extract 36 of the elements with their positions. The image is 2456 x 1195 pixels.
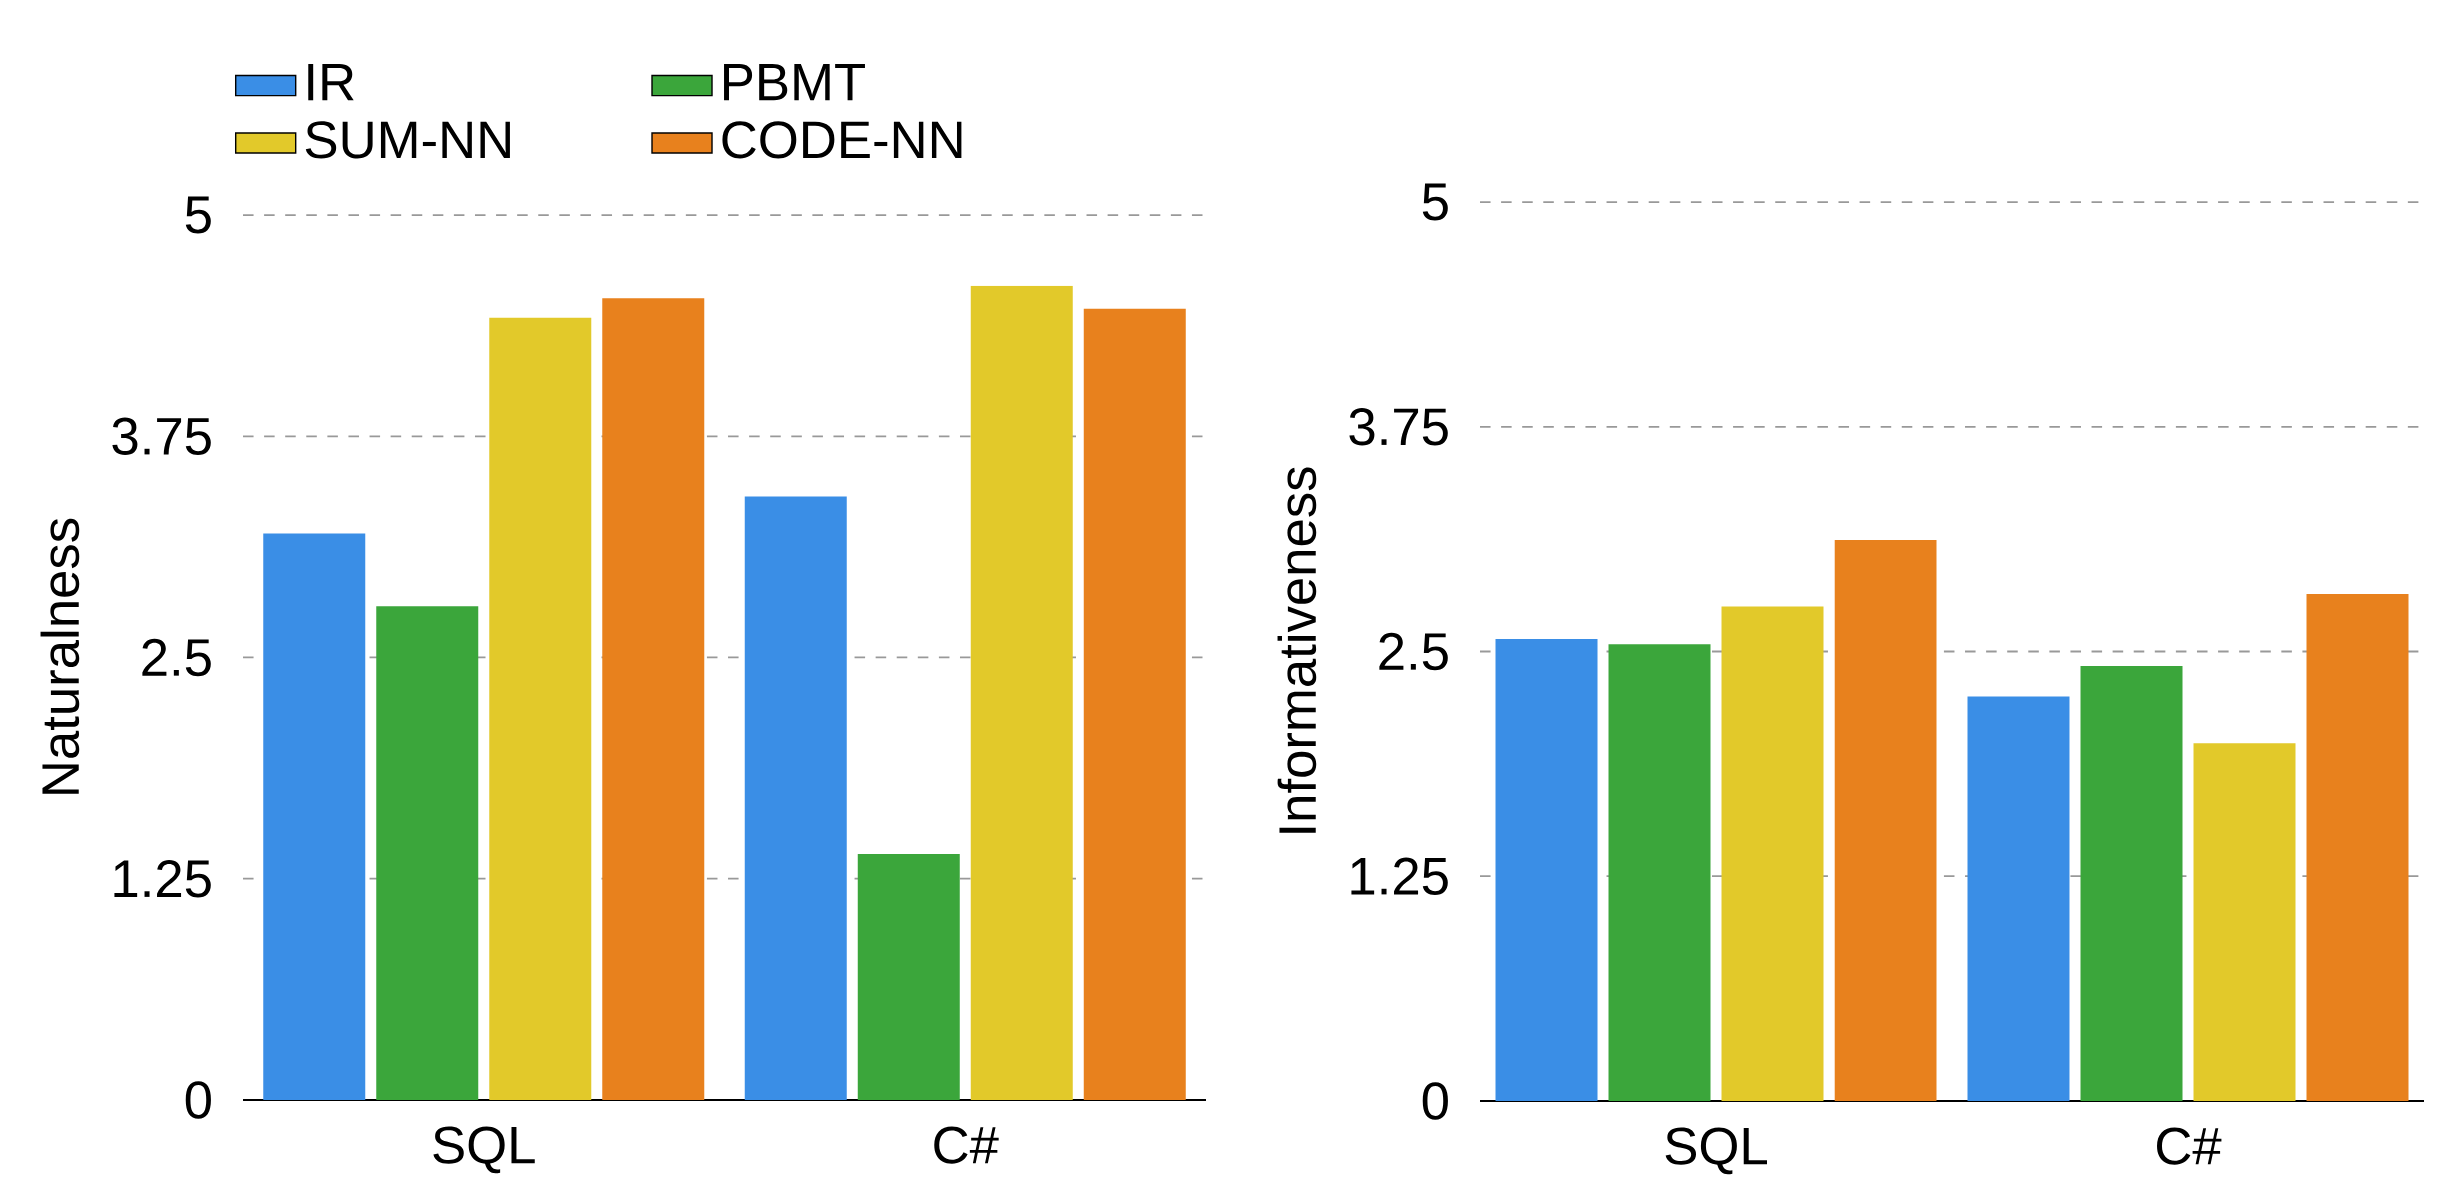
y-tick-label: 5 — [185, 196, 211, 234]
bar — [602, 298, 705, 1100]
bar — [857, 853, 960, 1100]
y-axis-title: Informativeness — [1277, 467, 1317, 833]
bar — [970, 285, 1073, 1100]
bar — [263, 533, 366, 1100]
y-tick-label: 3.75 — [112, 417, 211, 455]
bar — [1083, 308, 1186, 1100]
bar — [2306, 593, 2409, 1101]
x-tick-label: C# — [934, 1126, 999, 1164]
y-tick-label: 0 — [185, 1081, 211, 1119]
x-tick-label: C# — [2157, 1127, 2222, 1165]
x-tick-label: SQL — [433, 1126, 535, 1174]
y-tick-label: 2.5 — [1379, 632, 1448, 671]
y-tick-label: 1.25 — [114, 860, 211, 898]
legend-label: IR — [308, 64, 354, 101]
bar — [489, 317, 592, 1100]
bar — [1967, 696, 2070, 1101]
bar — [1834, 540, 1937, 1101]
legend-label: SUM-NN — [305, 121, 510, 159]
bar — [376, 606, 479, 1100]
y-tick-label: 3.75 — [1349, 408, 1448, 446]
bar — [1495, 638, 1598, 1101]
bar — [2080, 665, 2183, 1101]
y-tick-label: 5 — [1422, 183, 1448, 221]
y-tick-label: 0 — [1422, 1082, 1448, 1120]
bar — [1608, 644, 1711, 1101]
bar — [744, 496, 847, 1100]
legend-label: PBMT — [724, 64, 865, 101]
legend-label: CODE-NN — [722, 121, 962, 159]
bar — [1721, 606, 1824, 1101]
y-tick-label: 2.5 — [142, 638, 211, 677]
y-axis-title: Naturalness — [40, 518, 80, 794]
y-tick-label: 1.25 — [1351, 857, 1448, 895]
x-tick-label: SQL — [1665, 1127, 1767, 1175]
bar — [2193, 743, 2296, 1101]
